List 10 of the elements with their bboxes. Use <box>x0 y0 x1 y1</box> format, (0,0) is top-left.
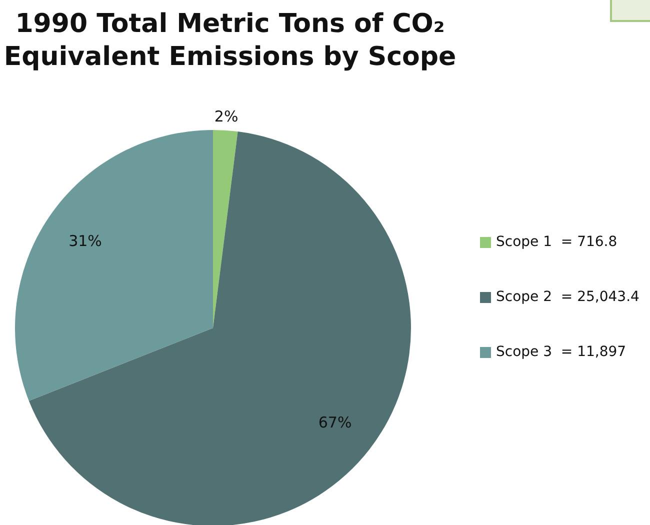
data-label: 31% <box>68 232 102 250</box>
pie-slice <box>28 132 411 525</box>
data-label: 2% <box>214 107 238 126</box>
data-label: 67% <box>318 414 352 432</box>
pie-slice <box>15 130 213 401</box>
chart-title: 1990 Total Metric Tons of CO₂ Equivalent Emissions by Scope <box>2 8 458 74</box>
legend-label: Scope 2 = 25,043.4 <box>496 289 640 305</box>
legend-label: Scope 1 = 716.8 <box>496 234 618 250</box>
pie-slice <box>213 130 238 328</box>
legend-label: Scope 3 = 11,897 <box>496 344 626 360</box>
